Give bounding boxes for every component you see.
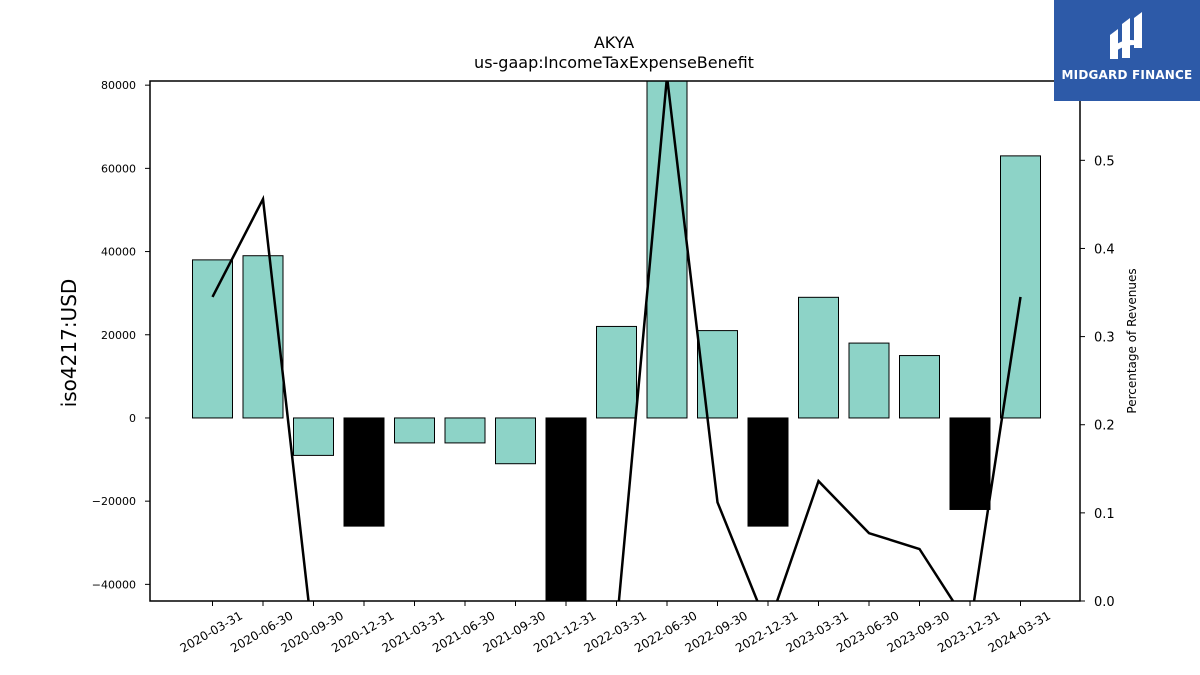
plot-frame	[149, 80, 1081, 602]
bar-2020-12-31	[343, 417, 385, 527]
y2-tick-label: 0.4	[1094, 242, 1115, 257]
chart-subtitle: us-gaap:IncomeTaxExpenseBenefit	[474, 53, 754, 72]
y-tick-label: 0	[129, 412, 136, 425]
bar-2023-12-31	[949, 417, 991, 510]
y2-tick-label: 0.3	[1094, 331, 1115, 346]
ratio-line-segment-0	[211, 194, 310, 601]
y2-tick-label: 0.0	[1094, 595, 1115, 610]
y-tick-label: −20000	[92, 495, 136, 508]
bar-2022-06-30	[646, 81, 688, 419]
bar-2024-03-31	[1000, 155, 1041, 419]
y-tick-label: 60000	[101, 162, 136, 175]
y2-tick-label: 0.2	[1094, 419, 1115, 434]
bar-2020-09-30	[293, 417, 334, 456]
bar-2022-12-31	[747, 417, 789, 527]
ratio-line-segment-1	[617, 81, 1022, 601]
bar-2020-03-31	[192, 259, 233, 419]
bar-2021-09-30	[495, 417, 536, 465]
y-tick-label: 20000	[101, 329, 136, 342]
logo-mark-icon	[1110, 12, 1142, 59]
bar-2021-06-30	[444, 417, 486, 444]
y-axis-label: iso4217:USD	[57, 279, 81, 408]
logo-text: MIDGARD FINANCE	[1061, 68, 1193, 82]
y-tick-label: 80000	[101, 79, 136, 92]
y2-tick-label: 0.5	[1094, 154, 1115, 169]
plot-area: 80000 60000 40000 20000 0 −20000 −40000 0.0 0.1 0…	[92, 79, 1115, 655]
bar-2021-12-31	[545, 417, 587, 601]
bar-2023-03-31	[798, 296, 839, 419]
bar-2020-06-30	[242, 255, 284, 419]
brand-logo: MIDGARD FINANCE	[1054, 0, 1200, 101]
bar-2023-06-30	[848, 342, 890, 419]
chart-title: AKYA	[594, 33, 634, 52]
y-tick-label: −40000	[92, 578, 136, 591]
bar-2022-09-30	[697, 330, 738, 419]
y-tick-label: 40000	[101, 246, 136, 259]
bar-2021-03-31	[394, 417, 435, 444]
y2-axis-label: Percentage of Revenues	[1125, 268, 1139, 413]
y2-tick-label: 0.1	[1094, 507, 1115, 522]
bar-2022-03-31	[596, 325, 637, 419]
bar-2023-09-30	[899, 355, 940, 419]
